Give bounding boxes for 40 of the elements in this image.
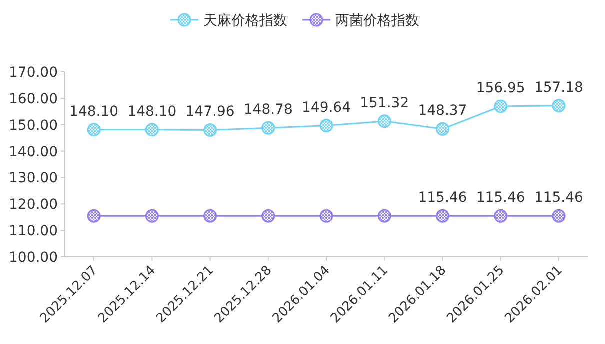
point xyxy=(552,209,566,223)
y-tick-label: 150.00 xyxy=(9,118,58,134)
legend-label: 天麻价格指数 xyxy=(204,13,288,29)
point xyxy=(552,99,566,113)
point xyxy=(436,122,450,136)
point xyxy=(494,209,508,223)
point xyxy=(320,209,334,223)
point xyxy=(378,114,392,128)
point xyxy=(494,100,508,114)
point xyxy=(87,209,101,223)
point xyxy=(262,209,276,223)
y-tick-label: 120.00 xyxy=(9,197,58,214)
y-tick-label: 100.00 xyxy=(9,250,58,266)
point xyxy=(436,209,450,223)
data-label: 115.46 xyxy=(534,190,584,206)
data-label: 157.18 xyxy=(534,80,584,96)
data-label: 149.64 xyxy=(302,100,352,116)
data-label: 156.95 xyxy=(476,80,526,96)
data-label: 147.96 xyxy=(186,104,235,120)
data-label: 115.46 xyxy=(476,190,526,206)
point xyxy=(145,209,159,223)
point xyxy=(87,123,101,137)
point xyxy=(145,123,159,137)
y-tick-label: 160.00 xyxy=(9,91,58,108)
data-label: 115.46 xyxy=(418,190,468,206)
y-tick-label: 130.00 xyxy=(9,170,58,187)
data-label: 148.78 xyxy=(244,102,293,118)
legend-label: 两菌价格指数 xyxy=(336,13,420,29)
y-tick-label: 140.00 xyxy=(9,144,58,160)
point xyxy=(262,121,276,135)
y-tick-label: 110.00 xyxy=(9,224,58,240)
data-label: 148.10 xyxy=(70,104,119,120)
point xyxy=(378,209,392,223)
y-tick-label: 170.00 xyxy=(9,65,58,81)
point xyxy=(204,209,218,223)
data-label: 151.32 xyxy=(360,95,410,112)
data-label: 148.10 xyxy=(128,104,177,120)
point xyxy=(320,119,334,133)
point xyxy=(204,124,218,137)
data-label: 148.37 xyxy=(418,103,468,120)
